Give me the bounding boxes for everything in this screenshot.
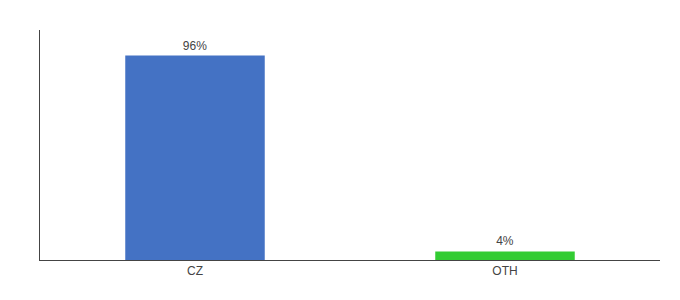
svg-text:4%: 4% (496, 234, 514, 248)
svg-text:96%: 96% (183, 39, 207, 53)
svg-text:OTH: OTH (492, 264, 517, 278)
svg-text:CZ: CZ (187, 264, 203, 278)
